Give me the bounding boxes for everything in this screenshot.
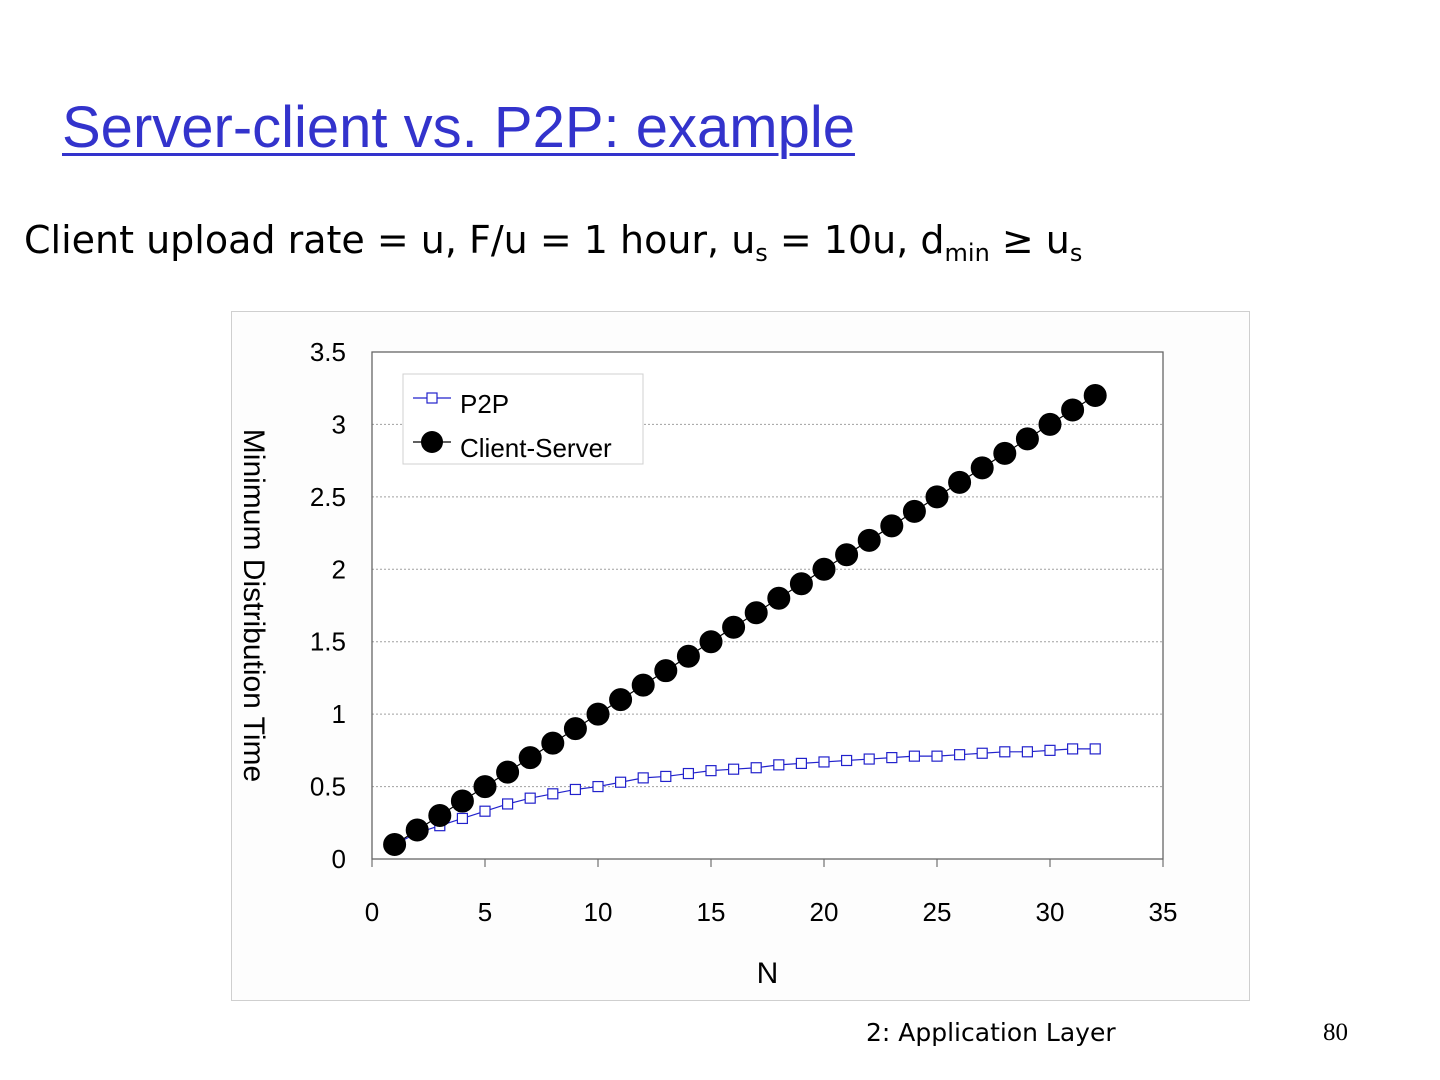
p2p-point — [728, 763, 740, 775]
legend-label-0: P2P — [460, 389, 509, 419]
chart-frame: 0 0.5 1 1.5 2 2.5 3 3.5 0 5 10 15 20 25 30 35 N Minimum D… — [231, 311, 1250, 1001]
client-server-point — [383, 833, 407, 857]
client-server-point — [857, 528, 881, 552]
y-tick-label: 1.5 — [310, 627, 346, 657]
client-server-point — [880, 514, 904, 538]
client-server-point — [631, 673, 655, 697]
y-tick-label: 2.5 — [310, 482, 346, 512]
client-server-point — [948, 470, 972, 494]
client-server-point — [518, 746, 542, 770]
x-tick-label: 15 — [697, 897, 726, 927]
x-tick-label: 25 — [923, 897, 952, 927]
x-tick-label: 0 — [365, 897, 379, 927]
plot-border — [371, 351, 1164, 860]
client-server-point — [1015, 427, 1039, 451]
x-tick-label: 20 — [810, 897, 839, 927]
p2p-point — [1021, 746, 1034, 758]
client-server-point — [902, 499, 926, 523]
client-server-point — [722, 615, 746, 639]
x-tick-label: 10 — [584, 897, 613, 927]
y-tick-label: 3 — [332, 409, 346, 439]
p2p-point — [682, 767, 694, 780]
client-server-point — [970, 456, 994, 480]
p2p-point — [886, 752, 898, 764]
p2p-point — [1089, 743, 1101, 755]
x-axis-label: N — [757, 957, 779, 990]
client-server-point — [676, 644, 700, 668]
formula-part-1: Client upload rate = u, F/u = 1 hour, u — [24, 218, 756, 262]
p2p-point — [976, 747, 988, 759]
p2p-point — [750, 762, 762, 774]
client-server-point — [428, 804, 452, 828]
x-tick-label: 35 — [1149, 897, 1178, 927]
client-server-point — [496, 760, 520, 784]
client-server-point — [586, 702, 610, 726]
client-server-point — [1061, 398, 1085, 422]
p2p-point — [773, 759, 785, 771]
p2p-point — [1044, 744, 1056, 756]
formula-subscript-min: min — [944, 239, 990, 267]
client-server-point — [541, 731, 565, 755]
page-number: 80 — [1323, 1019, 1348, 1046]
x-tick-label: 30 — [1036, 897, 1065, 927]
p2p-point — [615, 776, 627, 788]
legend-box — [402, 373, 644, 465]
client-server-point — [405, 818, 429, 842]
client-server-point — [1038, 412, 1062, 436]
p2p-point — [637, 772, 649, 784]
p2p-point — [840, 754, 853, 767]
formula-part-2: = 10u, d — [767, 218, 945, 262]
formula-part-3: ≥ u — [989, 218, 1070, 262]
p2p-point — [524, 792, 536, 804]
p2p-point — [863, 753, 875, 765]
p2p-point — [953, 749, 966, 761]
p2p-point — [908, 750, 921, 762]
client-server-point — [654, 659, 678, 683]
p2p-point — [592, 780, 604, 793]
client-server-point — [450, 789, 474, 813]
footer-label: 2: Application Layer — [866, 1018, 1116, 1047]
y-axis-label: Minimum Distribution Time — [237, 429, 270, 782]
y-tick-label: 1 — [332, 699, 346, 729]
p2p-point — [1066, 743, 1079, 755]
client-server-point — [563, 717, 587, 741]
y-tick-label: 0 — [332, 844, 346, 874]
client-server-point — [473, 775, 497, 799]
y-tick-label: 2 — [332, 554, 346, 584]
client-server-point — [1083, 383, 1107, 407]
p2p-point — [547, 788, 559, 800]
formula-subscript-s-2: s — [1069, 239, 1083, 267]
client-server-point — [744, 601, 768, 625]
p2p-point — [660, 770, 672, 783]
client-server-point — [767, 586, 791, 610]
p2p-point — [818, 756, 830, 768]
y-tick-label: 3.5 — [310, 337, 346, 367]
p2p-point — [795, 757, 808, 769]
client-server-point — [993, 441, 1017, 465]
p2p-point — [931, 750, 943, 762]
p2p-point — [569, 783, 581, 796]
client-server-point — [609, 688, 633, 712]
client-server-point — [925, 485, 949, 509]
formula-line: Client upload rate = u, F/u = 1 hour, us… — [24, 218, 1083, 267]
legend-label-1: Client-Server — [460, 433, 612, 463]
y-tick-label: 0.5 — [310, 772, 346, 802]
p2p-point — [999, 746, 1011, 758]
client-server-point — [812, 557, 836, 581]
client-server-point — [699, 630, 723, 654]
slide-title: Server-client vs. P2P: example — [62, 95, 855, 160]
x-tick-label: 5 — [478, 897, 492, 927]
p2p-point — [502, 798, 514, 810]
client-server-point — [835, 543, 859, 567]
legend-marker-p2p — [426, 392, 438, 404]
p2p-point — [479, 805, 491, 817]
p2p-point — [456, 812, 468, 825]
client-server-point — [789, 572, 813, 596]
distribution-time-chart: 0 0.5 1 1.5 2 2.5 3 3.5 0 5 10 15 20 25 30 35 N Minimum D… — [237, 337, 1178, 990]
p2p-point — [705, 765, 717, 777]
formula-subscript-s: s — [755, 239, 768, 267]
legend-marker-client-server — [421, 431, 443, 453]
